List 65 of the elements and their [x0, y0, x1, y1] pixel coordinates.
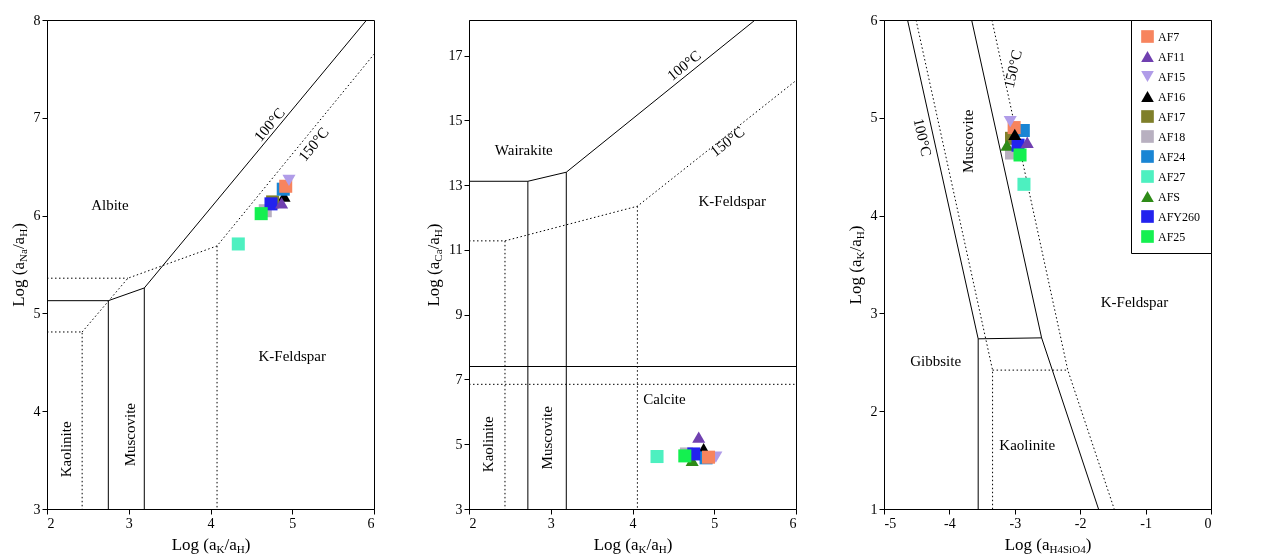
x-tick-label: 6: [367, 515, 375, 531]
y-tick-label: 3: [455, 501, 463, 517]
y-tick-label: 9: [455, 307, 463, 323]
y-tick-label: 13: [448, 177, 463, 193]
x-axis-title: Log (a$_{K}$/a$_{H}$): [593, 534, 673, 554]
y-tick-label: 11: [449, 242, 463, 258]
y-tick-label: 15: [448, 112, 463, 128]
x-axis-title: Log (a$_{H4SiO4}$): [1004, 534, 1092, 554]
x-tick-label: 5: [711, 515, 719, 531]
x-tick-label: -1: [1140, 515, 1152, 531]
x-tick-label: -2: [1074, 515, 1087, 531]
x-tick-label: -3: [1009, 515, 1022, 531]
y-tick-label: 5: [455, 436, 463, 452]
y-tick-label: 7: [33, 110, 41, 126]
x-tick-label: 5: [289, 515, 297, 531]
legend-label: AF17: [1158, 109, 1186, 124]
annotation: Muscovite: [538, 405, 555, 470]
annotation: Muscovite: [122, 402, 139, 467]
y-tick-label: 17: [448, 48, 463, 64]
y-tick-label: 7: [455, 371, 463, 387]
x-tick-label: 4: [629, 515, 637, 531]
x-tick-label: 2: [469, 515, 477, 531]
legend-label: AF11: [1158, 49, 1185, 64]
y-tick-label: 2: [870, 403, 878, 419]
x-tick-label: 3: [125, 515, 133, 531]
x-tick-label: -4: [944, 515, 956, 531]
annotation: K-Feldspar: [698, 193, 766, 210]
y-tick-label: 3: [33, 501, 41, 517]
x-axis-title: Log (a$_{K}$/a$_{H}$): [171, 534, 251, 554]
y-tick-label: 6: [870, 12, 878, 28]
y-tick-label: 8: [33, 12, 41, 28]
x-tick-label: -5: [884, 515, 897, 531]
annotation: Kaolinite: [57, 421, 74, 478]
y-tick-label: 4: [33, 403, 41, 419]
legend-label: AFS: [1158, 189, 1181, 204]
annotation: 150°C: [1000, 48, 1025, 90]
legend-label: AF25: [1158, 229, 1186, 244]
annotation: Kaolinite: [479, 415, 496, 473]
legend-label: AFY260: [1158, 209, 1201, 224]
annotation: Muscovite: [959, 109, 976, 173]
annotation: Albite: [91, 196, 130, 213]
x-tick-label: 2: [47, 515, 55, 531]
legend-label: AF27: [1158, 169, 1186, 184]
annotation: Wairakite: [494, 141, 554, 158]
x-tick-label: 0: [1204, 515, 1212, 531]
y-tick-label: 4: [870, 208, 878, 224]
y-tick-label: 1: [870, 501, 878, 517]
annotation: K-Feldspar: [258, 348, 326, 365]
y-tick-label: 3: [870, 305, 878, 321]
legend-label: AF15: [1158, 69, 1186, 84]
annotation: Kaolinite: [999, 437, 1056, 454]
x-tick-label: 6: [789, 515, 797, 531]
x-tick-label: 3: [547, 515, 555, 531]
y-tick-label: 6: [33, 208, 41, 224]
legend-label: AF18: [1158, 129, 1186, 144]
y-tick-label: 5: [33, 305, 41, 321]
legend-label: AF16: [1158, 89, 1186, 104]
x-tick-label: 4: [207, 515, 215, 531]
annotation: 100°C: [910, 116, 935, 158]
legend-label: AF7: [1158, 29, 1180, 44]
legend-label: AF24: [1158, 149, 1186, 164]
y-tick-label: 5: [870, 110, 878, 126]
annotation: Gibbsite: [910, 353, 962, 370]
annotation: Calcite: [643, 390, 686, 407]
annotation: K-Feldspar: [1100, 293, 1169, 310]
